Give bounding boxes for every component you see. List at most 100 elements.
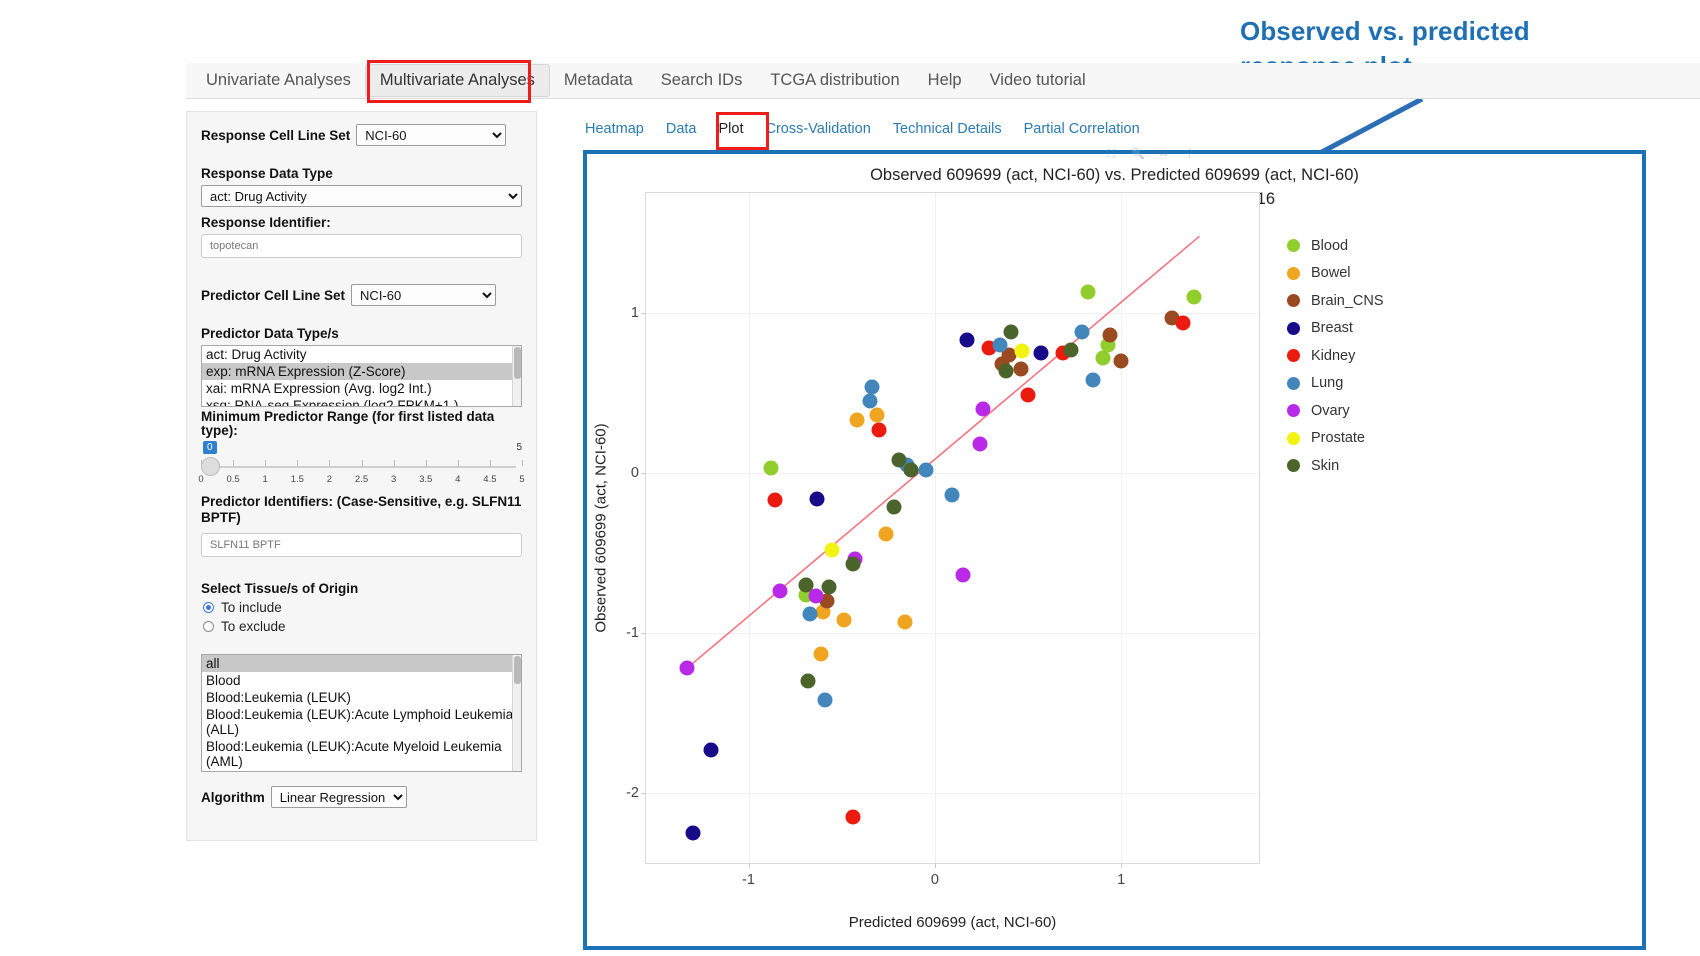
predictor-data-type-option[interactable]: xsq: RNA-seq Expression (log2 FPKM+1.)	[206, 398, 459, 407]
algorithm-select[interactable]: Linear Regression	[270, 786, 407, 808]
scatter-point[interactable]	[918, 462, 934, 478]
predictor-cell-line-set-select[interactable]: NCI-60	[351, 284, 497, 306]
response-identifier-input[interactable]	[201, 234, 522, 258]
scatter-point[interactable]	[891, 452, 907, 468]
scatter-point[interactable]	[886, 499, 902, 515]
scatter-point[interactable]	[1014, 343, 1030, 359]
scatter-point[interactable]	[1175, 315, 1191, 331]
slider-handle[interactable]	[201, 457, 220, 476]
scatter-point[interactable]	[824, 542, 840, 558]
scatter-point[interactable]	[767, 492, 783, 508]
scatter-point[interactable]	[944, 487, 960, 503]
scatter-point[interactable]	[972, 436, 988, 452]
legend-item-prostate[interactable]: Prostate	[1287, 425, 1384, 453]
predictor-data-type-option[interactable]: xai: mRNA Expression (Avg. log2 Int.)	[206, 381, 432, 396]
predictor-data-types-listbox[interactable]: act: Drug Activity exp: mRNA Expression (…	[201, 345, 522, 407]
scatter-point[interactable]	[679, 660, 695, 676]
scatter-point[interactable]	[1113, 353, 1129, 369]
scatter-point[interactable]	[1074, 324, 1090, 340]
tissue-option[interactable]: Blood:Leukemia (LEUK):Acute Lymphoid Leu…	[206, 707, 514, 737]
scatter-point[interactable]	[703, 742, 719, 758]
subtab-data[interactable]: Data	[665, 121, 697, 137]
scatter-point[interactable]	[1013, 361, 1029, 377]
subtab-partial-correlation[interactable]: Partial Correlation	[1023, 121, 1140, 137]
plotly-modebar[interactable]: ⛶ 🔍 ✕ ⋮	[1105, 148, 1196, 161]
scatter-point[interactable]	[763, 460, 779, 476]
legend-item-ovary[interactable]: Ovary	[1287, 397, 1384, 425]
scatter-point[interactable]	[959, 332, 975, 348]
scatter-point[interactable]	[817, 692, 833, 708]
subtab-cross-validation[interactable]: Cross-Validation	[765, 121, 871, 137]
autoscale-icon[interactable]: ✕	[1158, 148, 1169, 160]
scatter-point[interactable]	[1020, 387, 1036, 403]
tissue-option[interactable]: Blood:Leukemia (LEUK)	[206, 690, 351, 705]
scatter-point[interactable]	[871, 422, 887, 438]
scatter-point[interactable]	[800, 673, 816, 689]
scatter-point[interactable]	[845, 556, 861, 572]
scatter-point[interactable]	[849, 412, 865, 428]
legend-item-blood[interactable]: Blood	[1287, 232, 1384, 260]
scatter-point[interactable]	[808, 588, 824, 604]
scatter-point[interactable]	[1102, 327, 1118, 343]
scatter-point[interactable]	[819, 593, 835, 609]
nav-item-univariate-analyses[interactable]: Univariate Analyses	[206, 71, 351, 89]
scatter-point[interactable]	[813, 646, 829, 662]
scatter-point[interactable]	[975, 401, 991, 417]
tissue-radio-to-include[interactable]: To include	[203, 600, 522, 615]
subtab-heatmap[interactable]: Heatmap	[585, 121, 644, 137]
predictor-identifiers-input[interactable]	[201, 533, 522, 557]
radio-indicator[interactable]	[203, 602, 214, 613]
legend-item-lung[interactable]: Lung	[1287, 370, 1384, 398]
tissue-option[interactable]: Blood:Leukemia (LEUK):Acute Myeloid Leuk…	[206, 739, 502, 769]
scatter-point[interactable]	[821, 579, 837, 595]
tissue-option[interactable]: all	[202, 655, 521, 672]
scatter-point[interactable]	[1080, 284, 1096, 300]
nav-item-search-ids[interactable]: Search IDs	[660, 71, 743, 89]
subtab-plot[interactable]: Plot	[718, 121, 744, 137]
scatter-point[interactable]	[878, 526, 894, 542]
tissue-radio-to-exclude[interactable]: To exclude	[203, 619, 522, 634]
more-icon[interactable]: ⋮	[1184, 148, 1195, 160]
tissue-list-scrollbar[interactable]	[512, 655, 521, 771]
scatter-point[interactable]	[869, 407, 885, 423]
scatter-point[interactable]	[685, 825, 701, 841]
subtab-technical-details[interactable]: Technical Details	[892, 121, 1002, 137]
result-subtabs[interactable]: Heatmap Data Plot Cross-Validation Technical…	[585, 116, 1140, 142]
minimum-predictor-range-slider[interactable]: 5 0 0 0.5 1 1.5 2 2.5 3 3.5 4 4.5 5	[198, 440, 525, 492]
nav-item-tcga-distribution[interactable]: TCGA distribution	[770, 71, 900, 89]
scatter-point[interactable]	[809, 491, 825, 507]
legend-item-brain_cns[interactable]: Brain_CNS	[1287, 287, 1384, 315]
predictor-data-type-option[interactable]: exp: mRNA Expression (Z-Score)	[202, 363, 521, 380]
scatter-point[interactable]	[998, 363, 1014, 379]
scatter-point[interactable]	[1095, 350, 1111, 366]
plot-area[interactable]: 1 0 -1 -2 -1 0 1	[626, 192, 1260, 888]
scatter-point[interactable]	[1063, 342, 1079, 358]
scatter-point[interactable]	[1033, 345, 1049, 361]
tissue-mode-radio-group[interactable]: To include To exclude	[201, 600, 522, 634]
scatter-point[interactable]	[1003, 324, 1019, 340]
nav-item-help[interactable]: Help	[927, 71, 962, 89]
nav-item-video-tutorial[interactable]: Video tutorial	[989, 71, 1086, 89]
response-data-type-select[interactable]: act: Drug Activity	[201, 185, 522, 207]
scatter-point[interactable]	[864, 379, 879, 395]
scatter-point[interactable]	[897, 614, 913, 630]
scatter-point[interactable]	[955, 567, 971, 583]
nav-item-multivariate-analyses[interactable]: Multivariate Analyses	[364, 64, 550, 97]
response-cell-line-set-select[interactable]: NCI-60	[356, 124, 507, 146]
scatter-point[interactable]	[1186, 289, 1202, 305]
legend-item-kidney[interactable]: Kidney	[1287, 342, 1384, 370]
scatter-point[interactable]	[1085, 372, 1101, 388]
plot-legend[interactable]: Blood Bowel Brain_CNS Breast Kidney Lung Ovary…	[1287, 232, 1384, 480]
zoom-icon[interactable]: 🔍	[1131, 148, 1145, 160]
camera-icon[interactable]: ⛶	[1107, 148, 1116, 160]
predictor-data-type-option[interactable]: act: Drug Activity	[206, 347, 307, 362]
predictor-types-scrollbar[interactable]	[512, 346, 521, 406]
scatter-point[interactable]	[772, 583, 788, 599]
scatter-point[interactable]	[798, 577, 814, 593]
scatter-point[interactable]	[903, 462, 919, 478]
scatter-point[interactable]	[992, 337, 1008, 353]
tissue-of-origin-listbox[interactable]: all Blood Blood:Leukemia (LEUK) Blood:Leuke…	[201, 654, 522, 772]
scatter-point[interactable]	[802, 606, 818, 622]
tissue-option[interactable]: Blood	[206, 673, 241, 688]
legend-item-bowel[interactable]: Bowel	[1287, 260, 1384, 288]
